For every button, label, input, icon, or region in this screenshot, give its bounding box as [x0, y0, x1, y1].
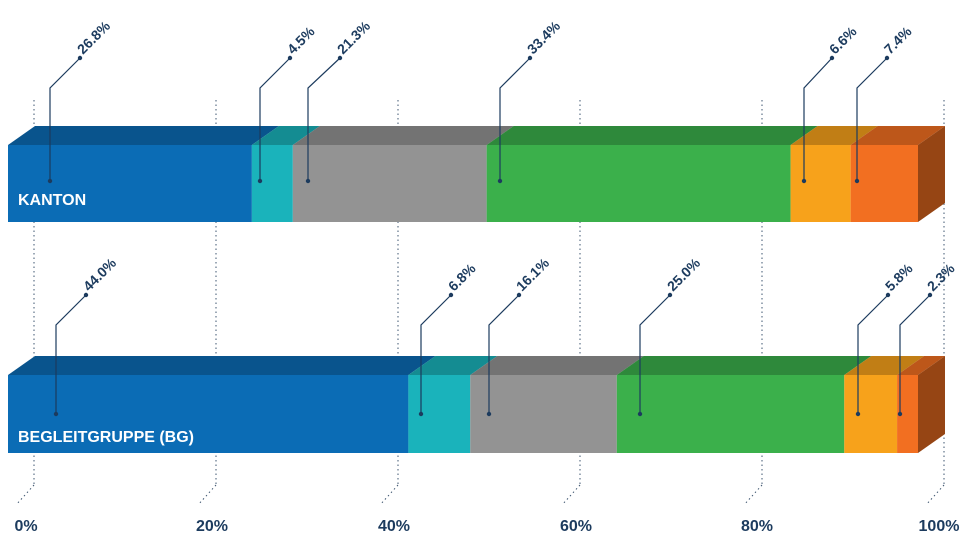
value-label: 44.0% — [80, 254, 120, 294]
bar-segment — [408, 375, 471, 453]
value-label: 16.1% — [513, 254, 553, 294]
value-label: 2.3% — [924, 260, 958, 294]
bar-segment — [486, 145, 791, 222]
leader-dot — [854, 178, 860, 184]
bar-segment-top — [844, 356, 925, 375]
bar-segment — [897, 375, 918, 453]
leader-dot — [418, 411, 424, 417]
leader-line — [488, 294, 520, 414]
leader-dot — [497, 178, 503, 184]
bar-segment-top — [470, 356, 644, 375]
leader-dot — [829, 55, 835, 61]
value-label: 21.3% — [334, 17, 374, 57]
leader-line — [55, 294, 87, 414]
leader-dot — [77, 55, 83, 61]
leader-dot — [53, 411, 59, 417]
bar-segment-top — [486, 126, 818, 145]
value-label: 4.5% — [284, 23, 318, 57]
bar-segment — [616, 375, 845, 453]
bar-segment-top — [897, 356, 945, 375]
bar-segment-top — [408, 356, 498, 375]
leader-dot — [884, 55, 890, 61]
bars — [8, 126, 945, 453]
leader-line — [499, 57, 531, 181]
bar-segment — [850, 145, 918, 222]
grid-line-foot — [925, 484, 945, 506]
leader-dot — [637, 411, 643, 417]
value-label: 6.6% — [826, 23, 860, 57]
row-label-begleitgruppe: BEGLEITGRUPPE (BG) — [18, 429, 194, 446]
x-tick-label: 40% — [378, 518, 410, 535]
bar-segment — [844, 375, 898, 453]
leader-dot — [667, 292, 673, 298]
value-label: 7.4% — [881, 23, 915, 57]
leader-line — [259, 57, 291, 181]
leader-dot — [927, 292, 933, 298]
leader-dot — [885, 292, 891, 298]
leader-dot — [486, 411, 492, 417]
x-tick-label: 0% — [14, 518, 37, 535]
row-label-kanton: KANTON — [18, 192, 86, 209]
leader-line — [856, 57, 888, 181]
leader-dot — [305, 178, 311, 184]
leader-dot — [47, 178, 53, 184]
bar-segment — [470, 375, 617, 453]
grid-line-foot — [561, 484, 581, 506]
grid-line-foot — [379, 484, 399, 506]
leader-dot — [337, 55, 343, 61]
value-label: 5.8% — [882, 260, 916, 294]
x-tick-label: 20% — [196, 518, 228, 535]
bar-segment-top — [8, 126, 279, 145]
grid-line-foot — [15, 484, 35, 506]
value-label: 6.8% — [445, 260, 479, 294]
leader-dot — [448, 292, 454, 298]
grid-line-foot — [743, 484, 763, 506]
leader-line — [639, 294, 671, 414]
leader-dot — [516, 292, 522, 298]
bar-end-face — [918, 356, 945, 453]
grid-line-foot — [197, 484, 217, 506]
x-axis-ticks: 0% 20% 40% 60% 80% 100% — [14, 518, 959, 535]
bar-segment — [8, 145, 252, 222]
leader-line — [420, 294, 452, 414]
leader-dot — [801, 178, 807, 184]
value-label: 26.8% — [74, 17, 114, 57]
leader-line — [803, 57, 833, 181]
x-tick-label: 80% — [741, 518, 773, 535]
leader-dot — [527, 55, 533, 61]
leader-dot — [257, 178, 263, 184]
bar-segment — [8, 375, 409, 453]
x-tick-label: 60% — [560, 518, 592, 535]
bar-end-face — [918, 126, 945, 222]
leader-line — [857, 294, 889, 414]
bar-segment-top — [850, 126, 945, 145]
leader-line — [307, 57, 341, 181]
x-tick-label: 100% — [919, 518, 960, 535]
bar-segment-top — [292, 126, 514, 145]
bar-segment-top — [790, 126, 878, 145]
bar-segment-top — [616, 356, 872, 375]
bar-segment — [790, 145, 851, 222]
leader-dot — [83, 292, 89, 298]
leader-line — [899, 294, 931, 414]
bar-segment-top — [8, 356, 436, 375]
value-label: 25.0% — [664, 254, 704, 294]
leader-dot — [287, 55, 293, 61]
bar-segment — [251, 145, 293, 222]
value-label: 33.4% — [524, 17, 564, 57]
bar-segment-top — [251, 126, 320, 145]
leader-dot — [855, 411, 861, 417]
bar-segment — [292, 145, 487, 222]
leader-line — [49, 57, 81, 181]
leader-dot — [897, 411, 903, 417]
